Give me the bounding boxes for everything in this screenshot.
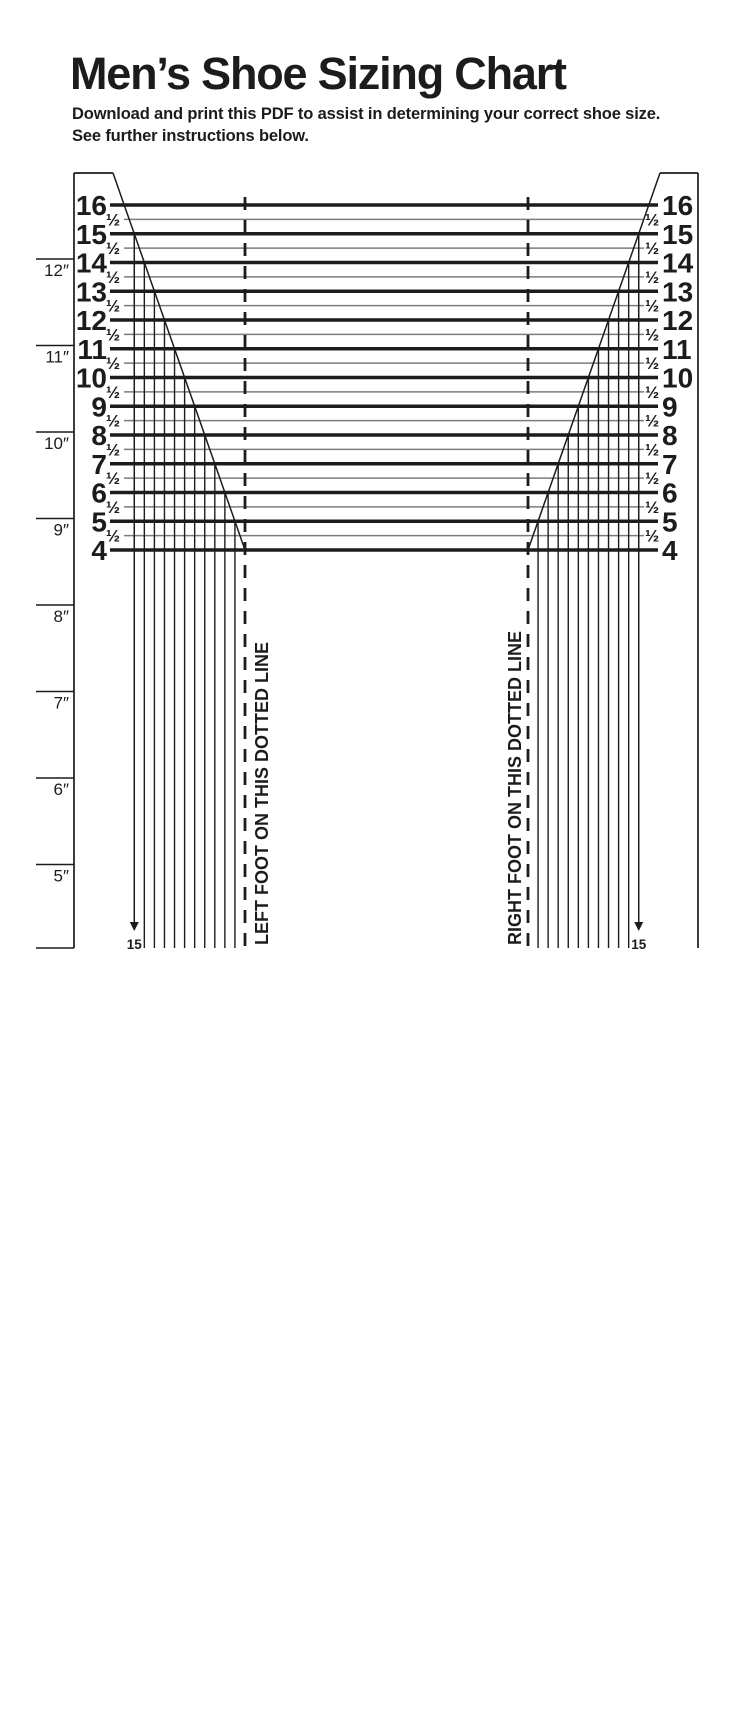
size-label-right: 13 — [662, 276, 693, 307]
size-label-left: 7 — [91, 449, 107, 480]
half-label-right: ½ — [645, 325, 659, 344]
size-label-right: 7 — [662, 449, 678, 480]
heel-arrow-label-left: 15 — [127, 937, 143, 952]
size-label-left: 5 — [91, 506, 107, 537]
half-label-left: ½ — [106, 268, 120, 287]
size-label-right: 15 — [662, 219, 693, 250]
ruler-label: 5″ — [54, 867, 69, 886]
size-label-right: 16 — [662, 190, 693, 221]
size-label-left: 9 — [91, 391, 107, 422]
ruler-label: 7″ — [54, 694, 69, 713]
ruler-label: 9″ — [54, 521, 69, 540]
ruler-label: 11″ — [45, 348, 69, 367]
size-label-left: 16 — [76, 190, 107, 221]
half-label-right: ½ — [645, 527, 659, 546]
page-subtitle: Download and print this PDF to assist in… — [72, 104, 702, 147]
half-label-right: ½ — [645, 469, 659, 488]
size-label-right: 8 — [662, 420, 678, 451]
ruler-label: 6″ — [54, 780, 69, 799]
down-arrow-icon-right — [634, 922, 644, 931]
half-label-left: ½ — [106, 210, 120, 229]
size-label-right: 10 — [662, 363, 693, 394]
size-label-left: 4 — [91, 535, 107, 566]
size-label-right: 11 — [662, 334, 692, 365]
half-label-right: ½ — [645, 412, 659, 431]
half-label-right: ½ — [645, 498, 659, 517]
half-label-right: ½ — [645, 210, 659, 229]
size-label-left: 8 — [91, 420, 107, 451]
half-label-right: ½ — [645, 239, 659, 258]
half-label-right: ½ — [645, 440, 659, 459]
heel-arrow-label-right: 15 — [631, 937, 647, 952]
half-label-left: ½ — [106, 354, 120, 373]
down-arrow-icon-left — [129, 922, 139, 931]
size-label-right: 5 — [662, 506, 678, 537]
half-label-left: ½ — [106, 325, 120, 344]
size-label-left: 14 — [76, 248, 108, 279]
half-label-left: ½ — [106, 297, 120, 316]
half-label-left: ½ — [106, 498, 120, 517]
size-label-right: 4 — [662, 535, 678, 566]
size-label-left: 13 — [76, 276, 107, 307]
half-label-left: ½ — [106, 469, 120, 488]
half-label-left: ½ — [106, 412, 120, 431]
size-label-right: 12 — [662, 305, 693, 336]
size-label-left: 11 — [77, 334, 107, 365]
half-label-right: ½ — [645, 383, 659, 402]
size-label-left: 6 — [91, 478, 107, 509]
half-label-right: ½ — [645, 268, 659, 287]
half-label-left: ½ — [106, 527, 120, 546]
half-label-left: ½ — [106, 239, 120, 258]
size-label-left: 12 — [76, 305, 107, 336]
ruler-label: 8″ — [54, 607, 69, 626]
subtitle-line-1: Download and print this PDF to assist in… — [72, 105, 661, 123]
ruler-label: 10″ — [44, 434, 69, 453]
half-label-left: ½ — [106, 383, 120, 402]
size-label-right: 9 — [662, 391, 678, 422]
size-label-right: 6 — [662, 478, 678, 509]
dotted-line-label-left: LEFT FOOT ON THIS DOTTED LINE — [252, 642, 272, 945]
size-label-left: 15 — [76, 219, 107, 250]
half-label-left: ½ — [106, 440, 120, 459]
page-title: Men’s Shoe Sizing Chart — [70, 48, 567, 99]
ruler-label: 12″ — [44, 261, 69, 280]
subtitle-line-2: See further instructions below. — [72, 126, 309, 145]
dotted-line-label-right: RIGHT FOOT ON THIS DOTTED LINE — [505, 631, 525, 945]
half-label-right: ½ — [645, 354, 659, 373]
size-label-left: 10 — [76, 363, 107, 394]
half-label-right: ½ — [645, 297, 659, 316]
size-label-right: 14 — [662, 248, 694, 279]
